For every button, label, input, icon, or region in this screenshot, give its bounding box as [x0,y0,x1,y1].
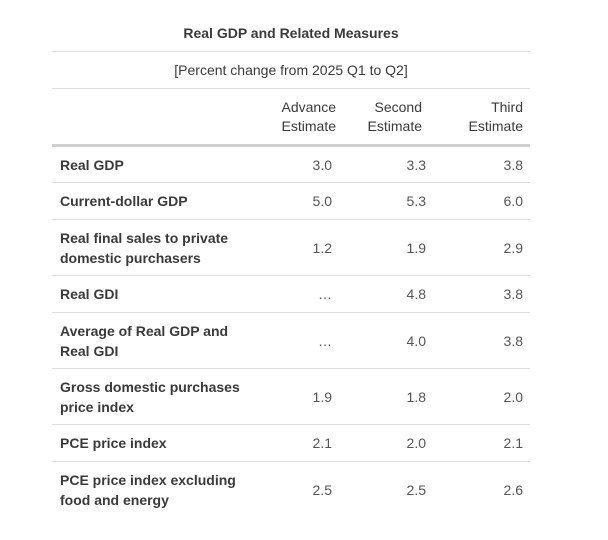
third-value: 3.8 [436,312,530,369]
second-value: 1.9 [342,219,436,276]
advance-value: 5.0 [252,182,342,220]
header-second-line1: Second [374,98,422,115]
row-label-line1: Real final sales to private [60,229,229,246]
second-value: 2.5 [406,481,426,498]
row-label: Current-dollar GDP [52,182,252,220]
row-label: Real GDP [52,145,252,183]
row-label-line1: Average of Real GDP and [60,322,229,339]
header-second-line2: Estimate [367,117,422,134]
third-value: 2.1 [436,424,530,462]
table-row: Current-dollar GDP 5.0 5.3 6.0 [52,182,530,220]
row-label: PCE price index excluding food and energ… [52,462,252,518]
row-label-line2: Real GDI [60,342,119,359]
second-value: 3.3 [342,145,436,183]
table-row: PCE price index excluding food and energ… [52,462,530,518]
table-row: Gross domestic purchases price index 1.9… [52,368,530,425]
table-subtitle: [Percent change from 2025 Q1 to Q2] [52,52,530,89]
second-value: 5.3 [342,182,436,220]
table-title: Real GDP and Related Measures [52,0,530,52]
third-value: 3.8 [436,145,530,183]
second-value: 4.8 [342,275,436,313]
gdp-estimates-table: Advance Estimate Second Estimate Third E… [52,89,530,517]
row-label-line1: PCE price index excluding [60,471,236,488]
row-label: Average of Real GDP and Real GDI [52,312,252,369]
row-label-line2: price index [60,398,134,415]
third-value: 2.0 [436,368,530,425]
header-third-estimate: Third Estimate [436,89,530,147]
table-row: Average of Real GDP and Real GDI … 4.0 3… [52,312,530,369]
third-value: 6.0 [436,182,530,220]
advance-value: 2.5 [312,481,332,498]
second-value: 4.0 [342,312,436,369]
header-advance-line2: Estimate [281,117,336,134]
header-third-line1: Third [491,98,523,115]
advance-value: 1.9 [252,368,342,425]
second-value: 1.8 [342,368,436,425]
row-label-line1: Gross domestic purchases [60,378,240,395]
row-label-line2: food and energy [60,491,169,508]
table-row: Real GDI … 4.8 3.8 [52,275,530,313]
table-row: Real GDP 3.0 3.3 3.8 [52,145,530,183]
gdp-table-container: Real GDP and Related Measures [Percent c… [52,0,530,517]
header-advance-estimate: Advance Estimate [252,89,342,147]
third-value: 2.9 [436,219,530,276]
header-advance-line1: Advance [281,98,336,115]
third-value: 3.8 [436,275,530,313]
advance-value: … [252,312,342,369]
advance-value: … [252,275,342,313]
advance-value: 1.2 [252,219,342,276]
table-row: Real final sales to private domestic pur… [52,219,530,276]
row-label: Real final sales to private domestic pur… [52,219,252,276]
advance-value: 2.1 [252,424,342,462]
row-label: Real GDI [52,275,252,313]
table-row: PCE price index 2.1 2.0 2.1 [52,424,530,462]
table-header-row: Advance Estimate Second Estimate Third E… [52,89,530,147]
third-value: 2.6 [503,481,523,498]
row-label: Gross domestic purchases price index [52,368,252,425]
header-second-estimate: Second Estimate [342,89,436,147]
row-label: PCE price index [52,424,252,462]
header-third-line2: Estimate [468,117,523,134]
header-label-column [52,89,252,147]
row-label-line2: domestic purchasers [60,249,201,266]
second-value: 2.0 [342,424,436,462]
advance-value: 3.0 [252,145,342,183]
